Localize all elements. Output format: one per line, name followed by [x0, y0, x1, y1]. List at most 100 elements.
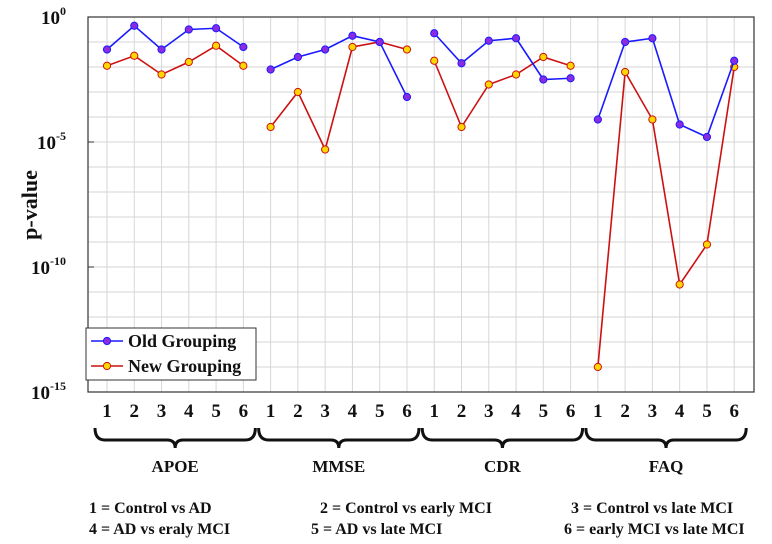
- x-tick-label-cdr-2: 2: [457, 401, 467, 422]
- x-tick-label-faq-3: 3: [648, 401, 658, 422]
- x-tick-label-cdr-1: 1: [429, 401, 439, 422]
- footnote-1: 1 = Control vs AD: [89, 500, 212, 517]
- point-new-cdr-3: [484, 80, 493, 89]
- legend: Old Grouping New Grouping: [85, 327, 257, 381]
- group-label-cdr: CDR: [484, 457, 522, 476]
- point-old-mmse-3: [321, 45, 330, 54]
- legend-marker-new: [102, 361, 112, 371]
- x-tick-label-mmse-1: 1: [266, 401, 276, 422]
- x-tick-label-apoe-3: 3: [157, 401, 167, 422]
- point-new-faq-3: [648, 115, 657, 124]
- x-tick-label-cdr-5: 5: [539, 401, 549, 422]
- point-new-mmse-2: [293, 87, 302, 97]
- footnote-6: 6 = early MCI vs late MCI: [564, 521, 745, 538]
- point-new-apoe-2: [130, 51, 139, 60]
- point-new-apoe-1: [102, 61, 112, 70]
- point-old-cdr-4: [511, 34, 521, 43]
- legend-entry-old: Old Grouping: [91, 331, 236, 351]
- point-old-apoe-5: [211, 24, 221, 33]
- footnote-3: 3 = Control vs late MCI: [571, 500, 734, 517]
- point-old-mmse-5: [375, 37, 384, 47]
- x-tick-label-mmse-3: 3: [320, 401, 330, 422]
- x-tick-label-faq-2: 2: [620, 401, 630, 422]
- series-line-new-mmse: [269, 41, 408, 152]
- x-tick-label-apoe-2: 2: [130, 401, 140, 422]
- series-line-new-faq: [597, 66, 736, 368]
- point-old-apoe-6: [239, 42, 248, 52]
- point-new-faq-5: [702, 240, 712, 249]
- y-tick-label-3: 10-15: [31, 379, 66, 404]
- y-tick-label-1: 10-5: [37, 129, 66, 154]
- group-bracket-apoe: [93, 427, 257, 449]
- point-new-apoe-5: [211, 41, 221, 50]
- legend-entry-new: New Grouping: [91, 356, 241, 376]
- x-tick-label-faq-4: 4: [675, 401, 685, 422]
- point-old-faq-1: [593, 115, 602, 124]
- point-new-apoe-6: [239, 61, 248, 70]
- y-tick-label-2: 10-10: [31, 254, 66, 279]
- legend-label-new: New Grouping: [128, 356, 241, 376]
- point-old-faq-5: [702, 132, 712, 142]
- point-old-faq-6: [730, 56, 739, 65]
- series-line-new-apoe: [106, 44, 244, 76]
- point-old-apoe-1: [102, 45, 112, 54]
- series-line-new-cdr: [433, 56, 571, 129]
- group-label-apoe: APOE: [152, 457, 199, 476]
- series-line-old-mmse: [270, 34, 408, 98]
- point-old-mmse-4: [348, 31, 357, 40]
- series-line-old-cdr: [433, 32, 571, 81]
- series-line-old-faq: [597, 37, 735, 139]
- x-tick-label-apoe-5: 5: [211, 401, 221, 422]
- x-tick-label-faq-6: 6: [729, 401, 739, 422]
- point-new-apoe-3: [157, 70, 166, 79]
- group-bracket-faq: [584, 427, 748, 449]
- legend-marker-old: [102, 336, 112, 346]
- x-tick-label-apoe-4: 4: [184, 401, 194, 422]
- point-new-cdr-6: [566, 61, 575, 70]
- point-old-faq-4: [675, 120, 684, 129]
- point-old-apoe-3: [157, 45, 166, 54]
- x-tick-label-mmse-5: 5: [375, 401, 385, 422]
- point-new-cdr-1: [430, 56, 439, 65]
- point-old-mmse-6: [402, 92, 412, 102]
- series-line-old-apoe: [106, 24, 244, 51]
- x-tick-label-apoe-6: 6: [239, 401, 249, 422]
- y-tick-label-0: 100: [41, 4, 66, 29]
- point-new-cdr-2: [457, 122, 466, 132]
- group-label-mmse: MMSE: [312, 457, 365, 476]
- x-tick-label-faq-5: 5: [702, 401, 712, 422]
- point-new-cdr-4: [511, 70, 521, 79]
- point-new-mmse-1: [266, 122, 275, 132]
- x-tick-label-cdr-3: 3: [484, 401, 494, 422]
- point-old-cdr-1: [430, 29, 439, 38]
- group-bracket-cdr: [420, 427, 585, 449]
- legend-box: [85, 327, 257, 381]
- y-axis-ticks: 100 10-5 10-10 10-15: [31, 4, 94, 404]
- footnote-2: 2 = Control vs early MCI: [320, 500, 492, 517]
- plot-frame: [87, 16, 755, 393]
- x-tick-label-apoe-1: 1: [102, 401, 112, 422]
- point-old-cdr-3: [484, 36, 493, 45]
- group-brackets: APOE MMSE CDR FAQ: [93, 427, 748, 476]
- x-tick-label-mmse-2: 2: [293, 401, 303, 422]
- point-new-apoe-4: [184, 57, 193, 67]
- point-new-faq-1: [593, 362, 602, 372]
- point-new-faq-2: [621, 67, 630, 77]
- x-tick-label-mmse-6: 6: [402, 401, 412, 422]
- series-layer: [102, 21, 739, 372]
- footnote-5: 5 = AD vs late MCI: [311, 521, 443, 538]
- point-old-mmse-2: [293, 52, 302, 62]
- point-old-mmse-1: [266, 65, 275, 74]
- point-new-mmse-3: [321, 145, 330, 154]
- point-new-mmse-6: [402, 45, 412, 54]
- point-new-faq-4: [675, 280, 684, 289]
- y-axis-label: p-value: [17, 170, 42, 240]
- x-tick-label-cdr-6: 6: [566, 401, 576, 422]
- point-old-cdr-2: [457, 59, 466, 68]
- point-old-apoe-2: [130, 21, 139, 30]
- x-tick-label-cdr-4: 4: [511, 401, 521, 422]
- point-new-cdr-5: [539, 52, 548, 62]
- x-tick-label-mmse-4: 4: [348, 401, 358, 422]
